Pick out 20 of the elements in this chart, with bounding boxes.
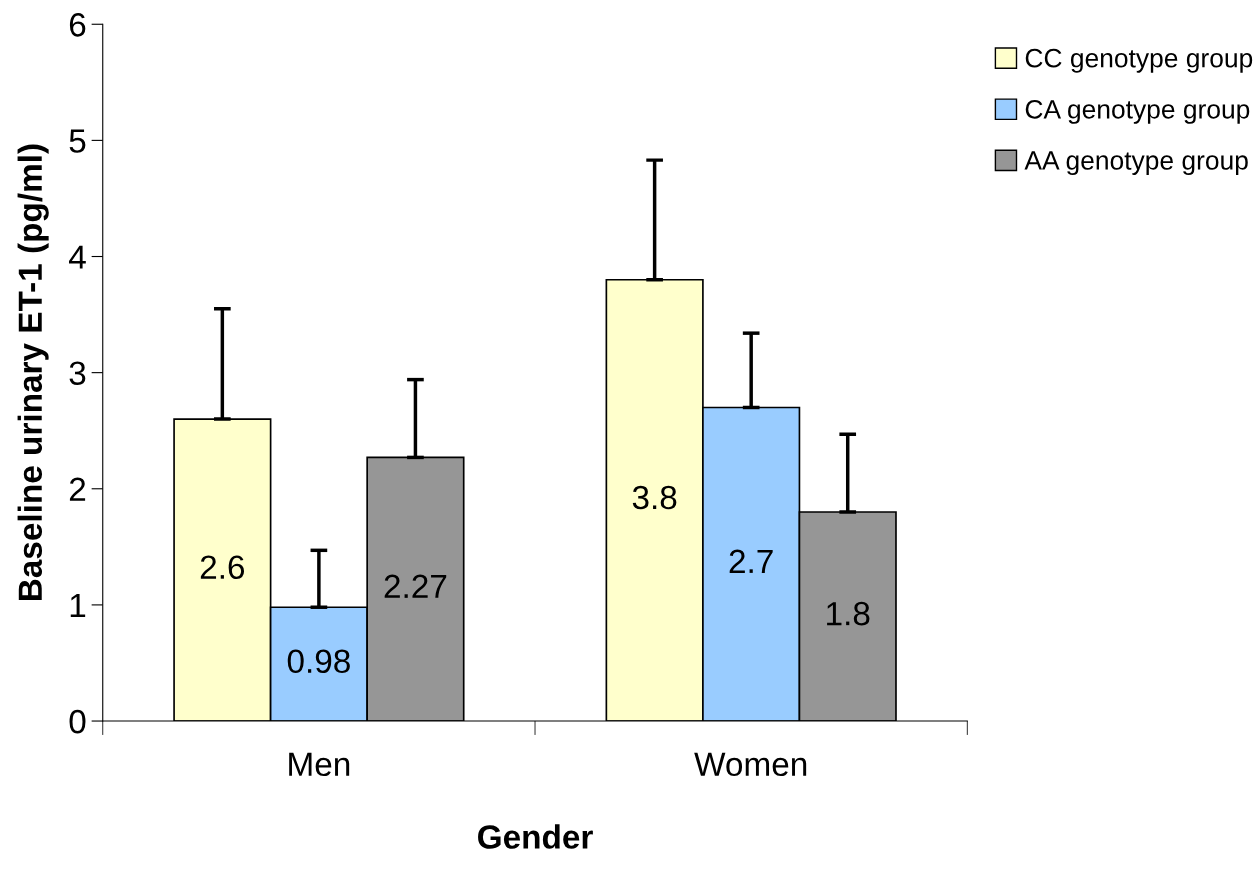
- x-tick-label: Men: [289, 752, 350, 777]
- y-tick-label: 3: [69, 361, 86, 386]
- y-tick-label: 5: [69, 129, 86, 153]
- data-label: 0.98: [287, 649, 350, 674]
- data-label: 2.7: [729, 549, 773, 573]
- y-tick-label: 1: [70, 594, 86, 617]
- data-label: 1.8: [827, 601, 870, 626]
- data-label: 3.8: [632, 485, 677, 510]
- legend-label: CA genotype group: [1025, 99, 1250, 124]
- y-tick-label: 6: [69, 13, 86, 37]
- x-axis-title: Gender: [478, 824, 593, 849]
- x-tick-label: Women: [694, 752, 807, 777]
- y-tick-label: 2: [69, 477, 86, 501]
- y-tick-label: 4: [69, 245, 86, 269]
- y-axis-title: Baseline urinary ET-1 (pg/ml): [17, 144, 49, 601]
- y-tick-label: 0: [69, 709, 86, 734]
- legend-label: AA genotype group: [1024, 151, 1248, 175]
- data-label: 2.6: [200, 555, 245, 580]
- legend-label: CC genotype group: [1025, 48, 1253, 73]
- data-label: 2.27: [384, 574, 447, 598]
